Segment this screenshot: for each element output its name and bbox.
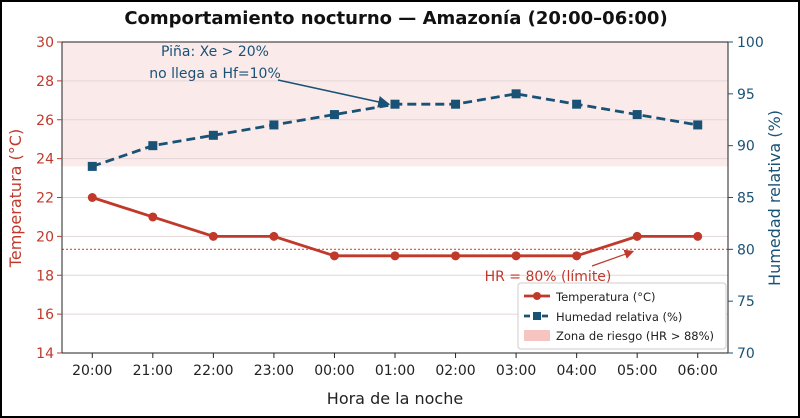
humidity-data-point <box>451 99 461 109</box>
humidity-data-point <box>632 110 642 120</box>
x-tick-label: 00:00 <box>314 363 354 379</box>
x-tick-label: 20:00 <box>72 363 112 379</box>
x-tick-label: 22:00 <box>193 363 233 379</box>
x-tick-label: 21:00 <box>133 363 173 379</box>
humidity-data-point <box>572 99 582 109</box>
temperature-data-point <box>390 251 400 261</box>
legend-humidity-label: Humedad relativa (%) <box>556 310 682 324</box>
legend-temperature-marker <box>533 292 541 300</box>
y-left-tick-label: 30 <box>36 35 54 51</box>
y-right-tick-label: 95 <box>737 87 755 103</box>
humidity-data-point <box>511 89 521 99</box>
y-left-tick-label: 16 <box>36 307 54 323</box>
temperature-data-point <box>87 193 97 202</box>
temperature-data-point <box>572 251 582 261</box>
legend: Temperatura (°C) Humedad relativa (%) Zona… <box>517 282 727 350</box>
temperature-data-point <box>269 231 279 241</box>
humidity-data-point <box>269 120 279 130</box>
y-right-tick-label: 100 <box>737 35 764 51</box>
y-left-tick-label: 18 <box>36 268 54 284</box>
y-left-tick-label: 28 <box>36 74 54 90</box>
annotation-pina-line2: no llega a Hf=10% <box>149 66 281 82</box>
y-axis-left-label: Temperatura (°C) <box>6 129 25 268</box>
temperature-data-point <box>148 212 158 222</box>
y-left-tick-label: 26 <box>36 113 54 129</box>
y-left-tick-label: 20 <box>36 229 54 245</box>
legend-box <box>517 282 727 350</box>
y-right-tick-label: 70 <box>737 346 755 362</box>
legend-temperature-label: Temperatura (°C) <box>555 290 655 304</box>
legend-risk-zone-swatch <box>524 330 550 341</box>
y-right-tick-label: 90 <box>737 139 755 155</box>
x-tick-label: 04:00 <box>556 363 596 379</box>
temperature-data-point <box>208 231 218 241</box>
legend-risk-zone-label: Zona de riesgo (HR > 88%) <box>556 329 714 343</box>
y-right-tick-label: 80 <box>737 242 755 258</box>
humidity-data-point <box>208 130 218 140</box>
y-left-tick-label: 24 <box>36 152 54 168</box>
x-tick-label: 06:00 <box>678 363 718 379</box>
legend-humidity-marker <box>533 312 541 320</box>
temperature-data-point <box>693 231 703 241</box>
annotation-pina-line1: Piña: Xe > 20% <box>161 44 269 60</box>
x-tick-label: 23:00 <box>254 363 294 379</box>
y-right-tick-label: 85 <box>737 191 755 207</box>
y-left-tick-label: 22 <box>36 191 54 207</box>
x-tick-label: 01:00 <box>375 363 415 379</box>
x-tick-label: 03:00 <box>496 363 536 379</box>
humidity-data-point <box>329 110 339 120</box>
humidity-data-point <box>148 141 158 151</box>
x-tick-label: 02:00 <box>435 363 475 379</box>
temperature-data-point <box>511 251 521 261</box>
temperature-data-point <box>632 231 642 241</box>
temperature-data-point <box>329 251 339 261</box>
x-axis-label: Hora de la noche <box>327 389 463 408</box>
y-left-tick-label: 14 <box>36 346 54 362</box>
humidity-data-point <box>87 161 97 171</box>
chart-title: Comportamiento nocturno — Amazonía (20:0… <box>124 8 667 29</box>
y-axis-right-label: Humedad relativa (%) <box>765 110 784 286</box>
annotation-threshold-arrow <box>591 249 635 267</box>
y-right-tick-label: 75 <box>737 294 755 310</box>
x-tick-label: 05:00 <box>617 363 657 379</box>
annotation-threshold-label: HR = 80% (límite) <box>485 269 612 285</box>
annotation-pina-arrow <box>277 79 391 108</box>
temperature-data-point <box>451 251 461 261</box>
humidity-data-point <box>693 120 703 130</box>
humidity-data-point <box>390 99 400 109</box>
